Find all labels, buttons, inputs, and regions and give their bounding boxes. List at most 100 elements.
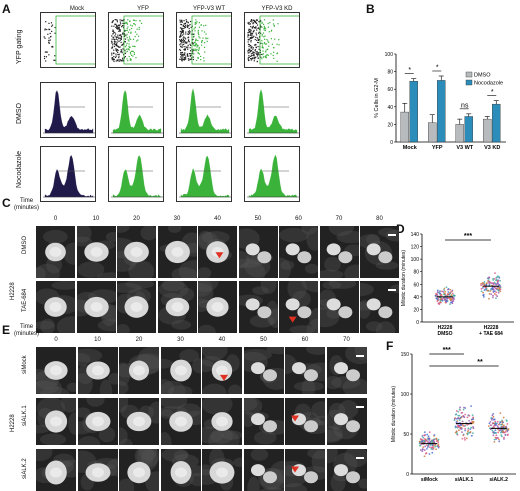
data-point xyxy=(493,278,496,280)
histogram-area xyxy=(248,89,298,134)
microscopy-frame xyxy=(202,347,242,394)
y-tick-label: 20 xyxy=(413,307,419,313)
data-point xyxy=(493,418,496,421)
data-point xyxy=(467,429,470,431)
data-point xyxy=(488,293,491,295)
data-point xyxy=(447,293,450,296)
microscopy-frame xyxy=(76,226,116,278)
data-point xyxy=(439,298,442,301)
dot-plot-d-svg: 0 20 40 60 80 100 120 140 Mitotic duration (minu… xyxy=(401,232,514,337)
data-point xyxy=(443,292,446,295)
significance-label: ns xyxy=(461,102,469,109)
time-point-label: 40 xyxy=(218,337,226,343)
data-point xyxy=(428,439,431,441)
microscopy-frame xyxy=(36,347,76,394)
time-point-label: 30 xyxy=(173,216,181,222)
y-tick-label: 150 xyxy=(401,352,410,358)
data-point xyxy=(489,424,492,427)
gate-rect xyxy=(123,15,163,65)
daughter-cell xyxy=(256,306,271,319)
significance-label: *** xyxy=(443,347,451,354)
data-point xyxy=(464,413,467,416)
microscopy-frame xyxy=(279,281,318,333)
data-point xyxy=(451,297,453,300)
daughter-cell xyxy=(345,369,360,382)
red-arrowhead xyxy=(291,415,299,422)
data-point xyxy=(449,303,451,305)
cell-line-label-e: H2228 xyxy=(10,414,16,432)
daughter-cell xyxy=(292,362,306,375)
daughter-cell xyxy=(333,464,348,477)
microscopy-frame xyxy=(117,226,156,278)
daughter-cell xyxy=(333,362,348,375)
data-point xyxy=(492,425,495,428)
data-point xyxy=(432,439,435,442)
microscopy-frame xyxy=(326,449,367,491)
data-point xyxy=(472,418,475,420)
time-point-label: 70 xyxy=(335,216,343,222)
time-point-label: 70 xyxy=(343,337,350,343)
row-label-dmso: DMSO xyxy=(16,103,23,124)
data-point xyxy=(492,422,495,425)
microscopy-frame xyxy=(160,398,201,445)
data-point xyxy=(463,416,466,419)
nucleus xyxy=(133,467,145,478)
data-point xyxy=(496,425,499,428)
nucleus xyxy=(216,467,228,478)
x-category-label: V3 KD xyxy=(484,145,500,151)
data-point xyxy=(444,290,446,293)
data-point xyxy=(418,440,421,443)
data-point xyxy=(451,302,454,305)
data-point xyxy=(506,423,509,425)
panel-label-d: D xyxy=(396,222,405,236)
histogram-area xyxy=(180,155,230,198)
x-category-label: siMock xyxy=(421,477,438,483)
time-point-label: 10 xyxy=(92,216,100,222)
scale-bar xyxy=(388,289,396,291)
data-point xyxy=(466,424,468,426)
data-point xyxy=(499,290,502,293)
x-category-label: siALK.1 xyxy=(455,477,474,483)
bar xyxy=(455,124,464,143)
data-point xyxy=(432,447,435,450)
flow-plot-r1-c0 xyxy=(40,82,96,138)
data-point xyxy=(456,433,458,436)
data-point xyxy=(493,292,496,295)
column-header-yfp-v3-wt: YFP-V3 WT xyxy=(192,6,225,12)
data-point xyxy=(490,288,492,291)
histogram-area xyxy=(112,90,162,134)
data-point xyxy=(437,438,440,441)
data-point xyxy=(436,445,439,447)
nucleus xyxy=(171,247,183,257)
x-category-label: YFP xyxy=(432,145,443,151)
significance-label: * xyxy=(436,65,439,72)
data-point xyxy=(457,416,460,419)
legend-label: Nocodazole xyxy=(474,81,503,87)
time-point-label: 0 xyxy=(53,216,58,222)
data-point xyxy=(490,293,493,296)
data-point xyxy=(439,290,441,293)
data-point xyxy=(467,427,470,430)
data-point xyxy=(504,431,507,433)
data-point xyxy=(494,420,497,423)
data-point xyxy=(493,431,496,434)
data-point xyxy=(486,282,488,284)
data-point xyxy=(455,417,458,420)
data-point xyxy=(500,429,503,432)
y-tick-label: 80 xyxy=(413,270,419,276)
data-point xyxy=(503,438,505,440)
row-label-e-sialk2: siALK.2 xyxy=(22,458,28,479)
data-point xyxy=(498,423,501,425)
data-point xyxy=(420,438,423,441)
data-point xyxy=(507,428,510,431)
data-point xyxy=(480,284,482,287)
flow-plot-r1-c3 xyxy=(244,82,300,138)
flow-plot-r1-c1 xyxy=(108,82,164,138)
bar xyxy=(464,116,473,143)
data-point xyxy=(448,292,451,294)
data-point xyxy=(486,289,489,292)
microscopy-frame xyxy=(160,449,201,491)
microscopy-frame xyxy=(157,281,197,333)
data-point xyxy=(423,449,426,451)
y-tick-label: 100 xyxy=(411,257,420,263)
